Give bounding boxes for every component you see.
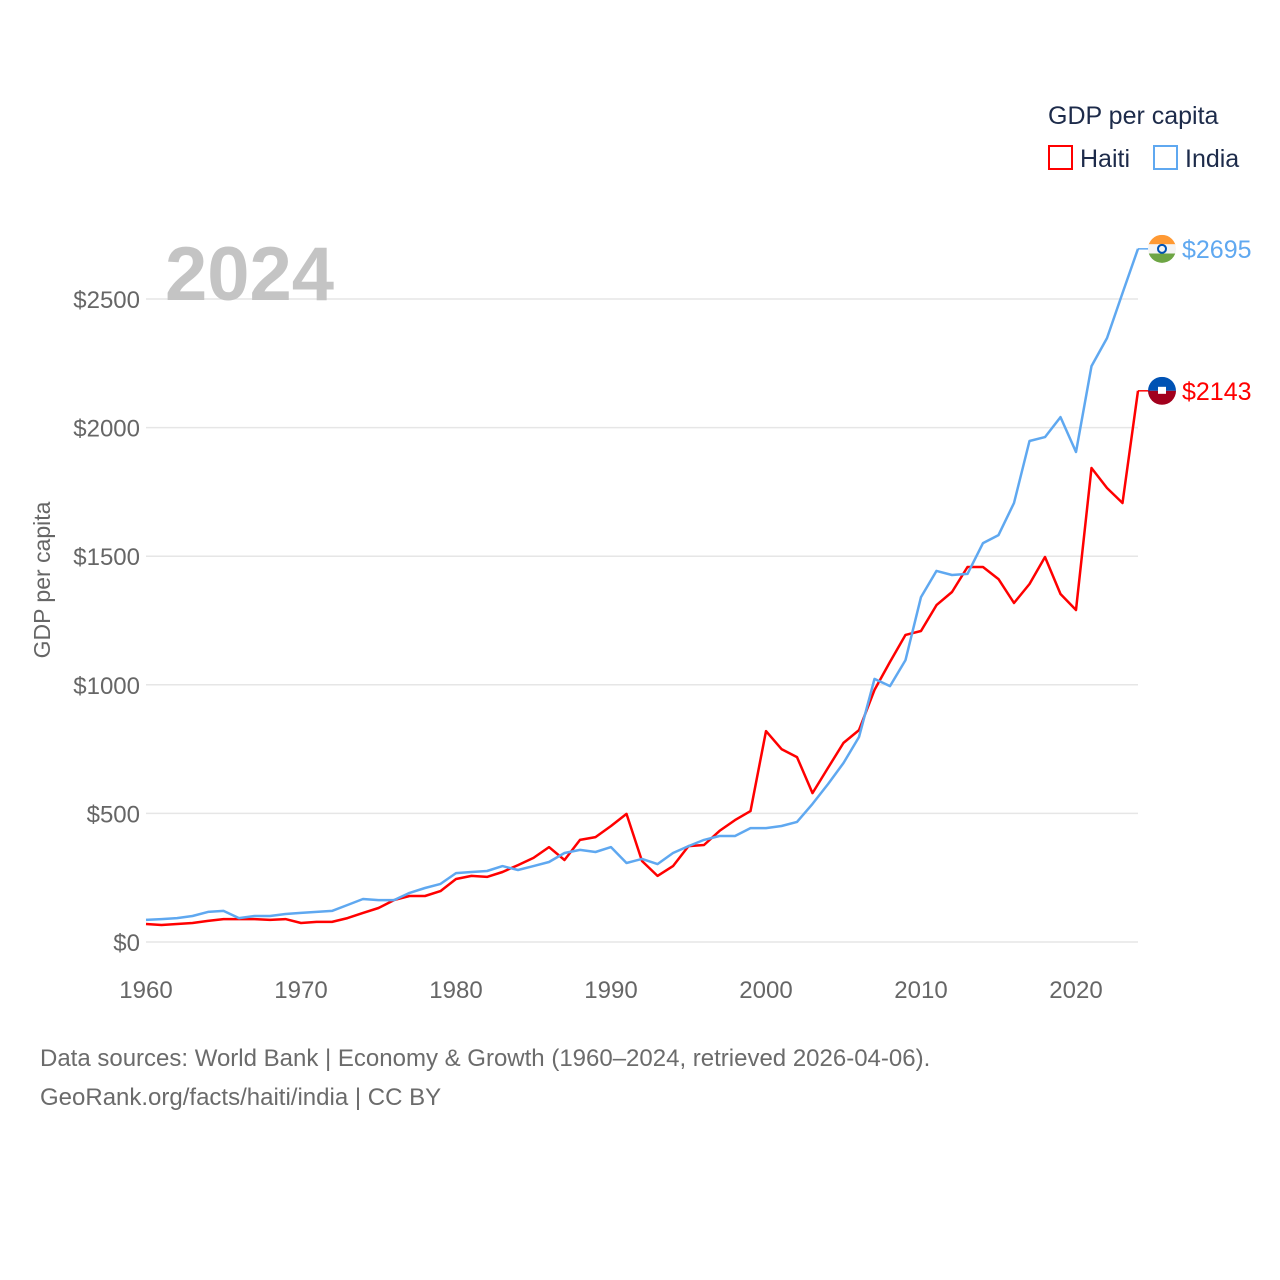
- x-tick-label: 1960: [119, 977, 172, 1004]
- haiti-flag-icon: [1148, 376, 1176, 405]
- x-tick-label: 2020: [1049, 977, 1102, 1004]
- y-tick-label: $2500: [73, 287, 140, 314]
- y-tick-label: $500: [87, 801, 140, 828]
- end-value-label-haiti: $2143: [1182, 378, 1252, 406]
- series-line-india: [145, 248, 1140, 922]
- coat-of-arms: [1158, 386, 1166, 394]
- x-tick-label: 2000: [739, 977, 792, 1004]
- y-tick-label: $1000: [73, 673, 140, 700]
- india-flag-icon: [1148, 234, 1176, 263]
- flag-stripe: [1148, 244, 1176, 255]
- flag-stripe: [1148, 234, 1176, 245]
- flag-stripe: [1148, 390, 1176, 405]
- legend-label-india[interactable]: India: [1185, 145, 1239, 173]
- legend-title: GDP per capita: [1048, 102, 1219, 130]
- series-line-haiti: [145, 390, 1140, 927]
- x-tick-label: 2010: [894, 977, 947, 1004]
- year-label: 2024: [165, 232, 334, 317]
- y-axis-label: GDP per capita: [29, 501, 55, 658]
- legend-swatch-india[interactable]: [1153, 145, 1178, 170]
- end-value-label-india: $2695: [1182, 236, 1252, 264]
- x-tick-label: 1990: [584, 977, 637, 1004]
- flag-stripe: [1148, 376, 1176, 391]
- chakra: [1157, 243, 1167, 254]
- flag-stripe: [1148, 253, 1176, 263]
- y-tick-label: $2000: [73, 416, 140, 443]
- footer-credit: GeoRank.org/facts/haiti/india | CC BY: [40, 1084, 442, 1111]
- legend-swatch-haiti[interactable]: [1048, 145, 1073, 170]
- footer-sources: Data sources: World Bank | Economy & Gro…: [40, 1045, 931, 1072]
- y-tick-label: $1500: [73, 544, 140, 571]
- y-tick-label: $0: [113, 930, 140, 957]
- legend-label-haiti[interactable]: Haiti: [1080, 145, 1130, 173]
- x-tick-label: 1980: [429, 977, 482, 1004]
- x-tick-label: 1970: [274, 977, 327, 1004]
